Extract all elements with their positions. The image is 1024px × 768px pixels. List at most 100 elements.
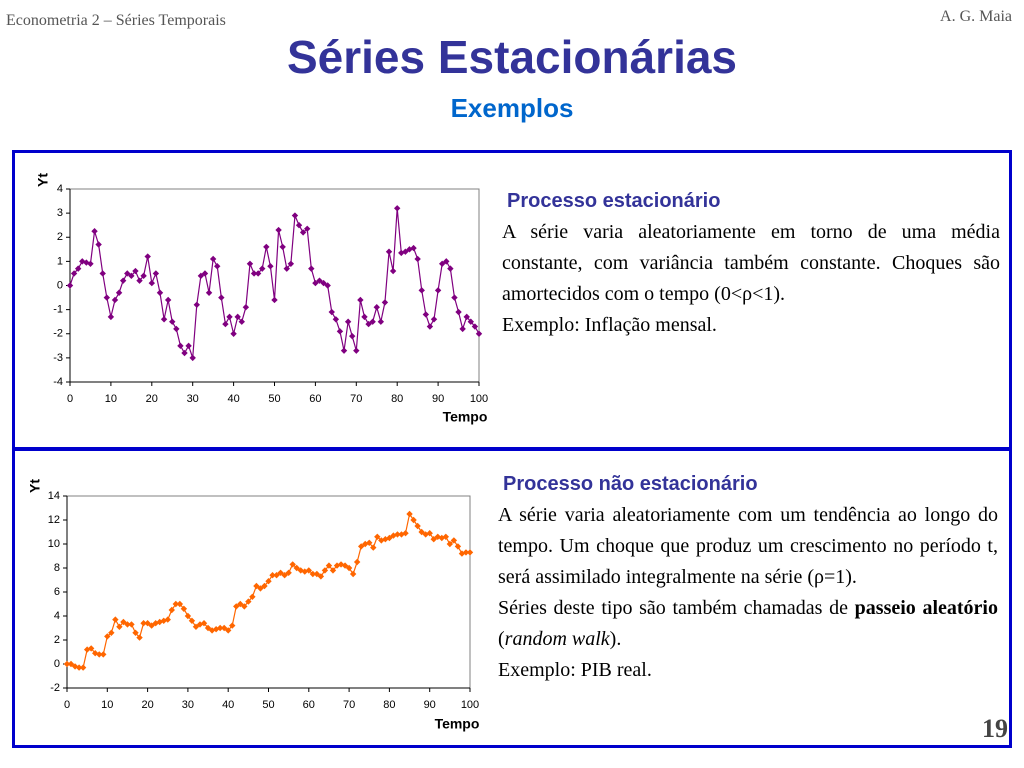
data-point: [267, 263, 274, 270]
data-point: [79, 664, 87, 671]
data-point: [188, 617, 196, 624]
data-point: [382, 536, 389, 543]
data-point: [95, 241, 102, 248]
data-point: [87, 645, 95, 652]
data-point: [443, 258, 450, 265]
x-tick-label: 10: [101, 699, 113, 711]
y-tick-label: -2: [53, 328, 63, 340]
y-tick-label: 3: [57, 207, 63, 219]
data-point: [406, 246, 413, 253]
data-point: [209, 255, 217, 263]
y-tick-label: 8: [54, 562, 60, 574]
course-label: Econometria 2 – Séries Temporais: [6, 12, 226, 29]
author: A. G. Maia: [940, 8, 1012, 25]
y-tick-label: -3: [53, 352, 63, 364]
data-point: [242, 304, 250, 311]
data-point: [160, 316, 168, 323]
panel: [12, 448, 1012, 748]
data-point: [173, 325, 180, 333]
data-point: [434, 533, 441, 540]
data-point: [241, 603, 248, 610]
text-run: A série varia aleatoriamente com um tend…: [498, 504, 998, 588]
data-point: [374, 533, 381, 540]
data-point: [254, 270, 262, 277]
paragraph: A série varia aleatoriamente com um tend…: [498, 500, 998, 593]
data-point: [140, 272, 147, 280]
data-point: [357, 543, 365, 550]
data-point: [111, 296, 119, 304]
data-point: [249, 593, 256, 600]
data-point: [426, 530, 433, 537]
data-point: [283, 265, 290, 272]
data-point: [324, 282, 331, 289]
x-tick-label: 20: [141, 699, 153, 711]
y-tick-label: 14: [48, 490, 60, 502]
data-point: [124, 621, 131, 628]
data-point: [349, 570, 357, 578]
data-point: [214, 263, 221, 270]
data-point: [220, 624, 228, 632]
data-point: [148, 279, 155, 287]
data-point: [325, 562, 333, 569]
data-point: [250, 270, 258, 277]
data-point: [289, 561, 296, 568]
text-run: Exemplo: PIB real.: [498, 659, 652, 681]
data-point: [305, 567, 312, 574]
data-point: [385, 248, 393, 255]
data-point: [152, 620, 159, 627]
y-tick-label: 1: [57, 255, 63, 267]
data-point: [394, 205, 401, 212]
data-point: [467, 318, 475, 325]
data-point: [309, 570, 317, 578]
data-point: [226, 313, 233, 321]
x-tick-label: 60: [309, 393, 321, 405]
data-point: [128, 272, 135, 280]
y-tick-label: -4: [53, 376, 63, 388]
data-point: [234, 313, 241, 321]
data-point: [222, 320, 229, 328]
data-point: [92, 650, 99, 657]
y-tick-label: -2: [50, 682, 60, 694]
data-point: [176, 600, 184, 608]
data-point: [426, 323, 434, 330]
data-point: [168, 606, 175, 614]
data-point: [451, 294, 458, 301]
data-point: [370, 544, 377, 551]
slide-subtitle: Exemplos: [450, 93, 574, 123]
x-tick-label: 30: [187, 393, 199, 405]
data-point: [185, 342, 192, 350]
data-point: [394, 531, 401, 538]
data-point: [177, 342, 184, 350]
y-tick-label: 12: [48, 514, 60, 526]
data-point: [418, 287, 425, 294]
data-point: [462, 549, 470, 556]
y-tick-label: 4: [57, 183, 63, 195]
data-point: [115, 289, 123, 296]
data-point: [406, 510, 413, 518]
panel-heading: Processo estacionário: [507, 190, 721, 212]
x-tick-label: 70: [350, 393, 362, 405]
data-point: [386, 534, 393, 542]
data-point: [140, 620, 147, 627]
data-point: [66, 282, 74, 289]
data-point: [273, 572, 280, 579]
paragraph: Séries deste tipo são também chamadas de…: [498, 593, 998, 655]
x-tick-label: 80: [391, 393, 403, 405]
data-point: [345, 564, 353, 572]
data-point: [208, 627, 216, 634]
data-point: [99, 270, 106, 277]
data-point: [233, 603, 240, 610]
data-point: [422, 311, 430, 318]
data-point: [180, 605, 188, 612]
data-point: [181, 349, 188, 357]
x-tick-label: 40: [222, 699, 234, 711]
data-point: [253, 582, 260, 590]
data-point: [471, 323, 479, 330]
data-point: [414, 522, 421, 530]
data-point: [410, 244, 417, 252]
data-point: [136, 634, 143, 641]
data-point: [144, 620, 151, 627]
data-point: [455, 308, 462, 316]
paragraph: Exemplo: PIB real.: [498, 655, 998, 686]
